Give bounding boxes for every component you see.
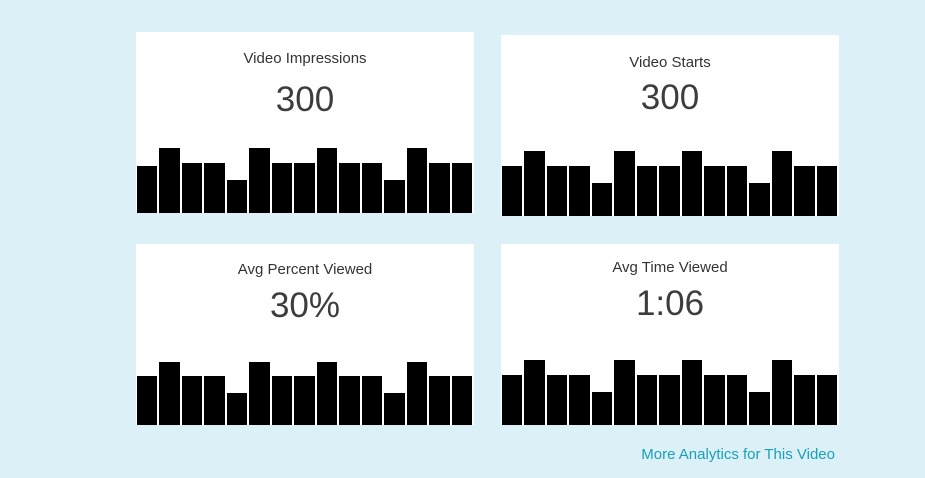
sparkline-bars (501, 150, 838, 216)
sparkline-bar (248, 361, 271, 425)
sparkline-bar (635, 165, 659, 216)
sparkline-bar (405, 361, 429, 425)
sparkline-bar (315, 361, 339, 425)
metric-card-video-impressions: Video Impressions 300 (136, 32, 474, 213)
sparkline-bar (658, 165, 681, 216)
sparkline-bar (360, 375, 384, 425)
sparkline-bar (613, 359, 636, 425)
sparkline-bar (428, 375, 451, 425)
sparkline-bar (180, 375, 204, 425)
sparkline-bar (315, 147, 339, 213)
metric-card-avg-time-viewed: Avg Time Viewed 1:06 (501, 244, 839, 425)
sparkline-bar (248, 147, 271, 213)
sparkline-bar (270, 375, 294, 425)
sparkline-bar (568, 374, 591, 425)
sparkline-bar (770, 150, 794, 216)
sparkline-bar (450, 375, 473, 425)
sparkline-bar (203, 375, 226, 425)
sparkline-bar (725, 165, 749, 216)
sparkline-bar (815, 165, 838, 216)
sparkline-bar (501, 165, 524, 216)
card-title: Avg Time Viewed (612, 259, 728, 276)
card-value: 30% (269, 286, 341, 325)
sparkline-bar (158, 147, 181, 213)
sparkline-bar (658, 374, 681, 425)
sparkline-bar (383, 179, 406, 213)
card-title: Video Starts (629, 54, 711, 71)
metric-card-avg-percent-viewed: Avg Percent Viewed 30% (136, 244, 474, 425)
sparkline-bar (158, 361, 181, 425)
sparkline-bar (360, 162, 384, 213)
sparkline-bar (545, 165, 569, 216)
sparkline-bar (136, 375, 159, 425)
sparkline-bar (338, 162, 361, 213)
sparkline-bar (428, 162, 451, 213)
sparkline-bar (225, 392, 249, 425)
sparkline-bars (501, 359, 838, 425)
sparkline-bar (338, 375, 361, 425)
sparkline-bar (590, 182, 614, 216)
card-value: 300 (275, 80, 335, 119)
sparkline-bar (613, 150, 636, 216)
sparkline-bar (293, 162, 316, 213)
sparkline-bar (523, 359, 546, 425)
sparkline-bar (383, 392, 406, 425)
sparkline-bar (270, 162, 294, 213)
sparkline-bar (136, 165, 159, 213)
metric-card-video-starts: Video Starts 300 (501, 35, 839, 216)
sparkline-bar (523, 150, 546, 216)
sparkline-bar (405, 147, 429, 213)
sparkline-bars (136, 147, 473, 213)
sparkline-bar (703, 374, 726, 425)
sparkline-bar (680, 359, 704, 425)
sparkline-bars (136, 361, 473, 425)
sparkline-bar (180, 162, 204, 213)
sparkline-bar (293, 375, 316, 425)
sparkline-bar (748, 391, 771, 425)
sparkline-bar (225, 179, 249, 213)
sparkline-bar (793, 165, 816, 216)
sparkline-bar (203, 162, 226, 213)
card-value: 1:06 (635, 284, 705, 323)
sparkline-bar (450, 162, 473, 213)
sparkline-bar (748, 182, 771, 216)
sparkline-bar (725, 374, 749, 425)
sparkline-bar (680, 150, 704, 216)
more-analytics-link[interactable]: More Analytics for This Video (641, 446, 835, 463)
sparkline-bar (545, 374, 569, 425)
sparkline-bar (635, 374, 659, 425)
sparkline-bar (501, 374, 524, 425)
sparkline-bar (590, 391, 614, 425)
sparkline-bar (568, 165, 591, 216)
card-value: 300 (640, 78, 700, 117)
card-title: Video Impressions (243, 50, 367, 67)
sparkline-bar (770, 359, 794, 425)
card-title: Avg Percent Viewed (237, 261, 373, 278)
sparkline-bar (793, 374, 816, 425)
sparkline-bar (815, 374, 838, 425)
sparkline-bar (703, 165, 726, 216)
